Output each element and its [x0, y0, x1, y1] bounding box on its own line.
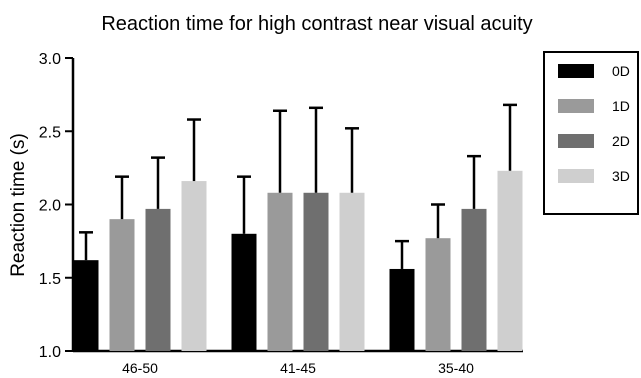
x-tick-label: 41-45 — [280, 360, 316, 376]
bars — [73, 170, 523, 351]
legend-label: 2D — [612, 133, 630, 149]
legend-box — [543, 51, 639, 215]
bar — [73, 260, 99, 351]
y-tick-label: 3.0 — [39, 51, 61, 68]
y-ticks: 1.0 1.5 2.0 2.5 3.0 — [39, 51, 73, 361]
y-tick-label: 1.5 — [39, 271, 61, 288]
x-tick-label: 46-50 — [122, 360, 158, 376]
chart-title: Reaction time for high contrast near vis… — [101, 13, 532, 35]
bar — [145, 208, 171, 351]
y-tick-label: 2.0 — [39, 198, 61, 215]
legend-label: 0D — [612, 63, 630, 79]
legend: 0D 1D 2D 3D — [543, 51, 639, 215]
y-tick-label: 1.0 — [39, 344, 61, 361]
x-tick-label: 35-40 — [438, 360, 474, 376]
y-tick-label: 2.5 — [39, 124, 61, 141]
legend-swatch — [558, 99, 594, 113]
legend-swatch — [558, 134, 594, 148]
legend-swatch — [558, 64, 594, 78]
bar — [109, 219, 135, 351]
bar — [425, 238, 451, 351]
bar — [497, 170, 523, 351]
axes — [71, 58, 523, 353]
bar — [339, 192, 365, 351]
bar — [303, 192, 329, 351]
x-ticks: 46-50 41-45 35-40 — [122, 360, 474, 376]
bar — [389, 268, 415, 351]
legend-label: 1D — [612, 98, 630, 114]
bar — [267, 192, 293, 351]
legend-swatch — [558, 169, 594, 183]
bar — [461, 208, 487, 351]
y-axis-label: Reaction time (s) — [8, 133, 29, 277]
bar — [231, 233, 257, 351]
bar — [181, 181, 207, 351]
legend-label: 3D — [612, 168, 630, 184]
error-bars — [79, 103, 517, 269]
